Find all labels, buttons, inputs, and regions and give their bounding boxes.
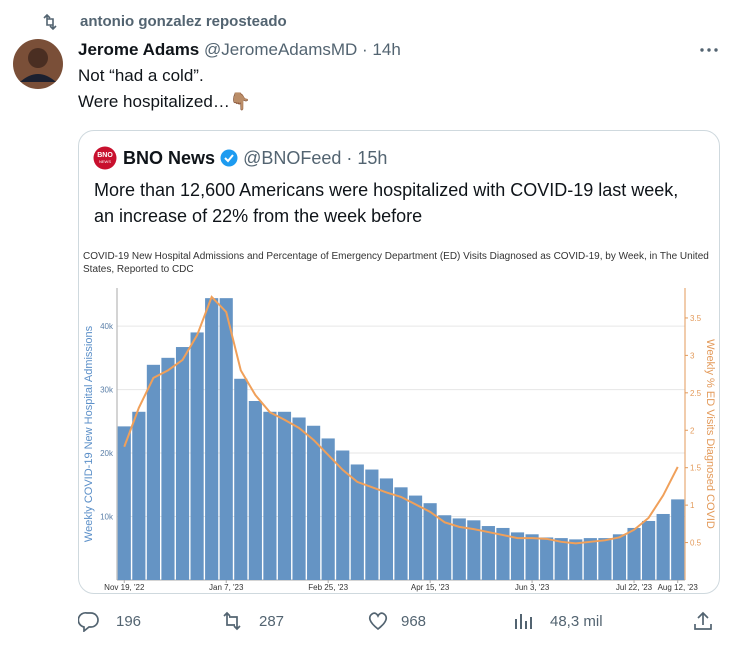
quote-card[interactable] (78, 130, 720, 594)
y-tick-label: 40k (100, 322, 114, 331)
bar (394, 487, 408, 580)
bar (612, 534, 627, 580)
logo-text: BNO (97, 152, 113, 159)
bar (117, 426, 131, 580)
y-axis-label: Weekly COVID-19 New Hospital Admissions (83, 325, 95, 542)
bar (510, 532, 525, 580)
x-tick-label: Apr 15, '23 (411, 583, 450, 592)
y2-tick-label: 1 (690, 501, 695, 510)
bar (175, 347, 190, 580)
quote-handle: @BNOFeed (243, 148, 342, 168)
x-tick-label: Jul 22, '23 (616, 583, 653, 592)
repost-count[interactable]: 287 (259, 613, 285, 630)
bar (277, 411, 292, 580)
bar (671, 499, 685, 580)
bar (161, 357, 175, 580)
avatar[interactable] (12, 38, 64, 90)
like-count[interactable]: 968 (401, 613, 427, 630)
y-tick-label: 30k (100, 386, 114, 395)
views-count[interactable]: 48,3 mil (550, 613, 603, 630)
bar (452, 518, 466, 580)
views-icon[interactable] (513, 611, 533, 631)
repost-icon (43, 13, 57, 31)
time[interactable]: · 14h (362, 40, 401, 59)
x-tick-label: Jan 7, '23 (209, 583, 244, 592)
repost-label: antonio gonzalez reposteado (80, 13, 287, 30)
bar (307, 425, 321, 580)
bar (627, 527, 641, 580)
bar (263, 411, 277, 580)
bar (569, 539, 583, 580)
bar (525, 534, 539, 580)
y-tick-label: 20k (100, 449, 114, 458)
y2-tick-label: 0.5 (690, 539, 702, 548)
bar (234, 378, 248, 580)
x-tick-label: Aug 12, '23 (658, 583, 699, 592)
bar (132, 411, 146, 580)
tweet-line: Were hospitalized…👇🏽 (78, 92, 251, 111)
chart-title: COVID-19 New Hospital Admissions and Per… (83, 251, 709, 275)
quote-time: · 15h (346, 148, 388, 168)
bar (496, 527, 510, 580)
quote-header: BNO News @BNOFeed · 15h (123, 148, 387, 169)
bar (554, 538, 568, 580)
verified-badge (220, 149, 238, 167)
bar (379, 478, 394, 580)
x-tick-label: Jun 3, '23 (515, 583, 550, 592)
x-tick-label: Feb 25, '23 (308, 583, 348, 592)
more-button[interactable] (698, 42, 720, 58)
bar (321, 438, 335, 580)
tweet-header: Jerome Adams @JeromeAdamsMD · 14h (78, 40, 401, 60)
bar (292, 417, 306, 580)
quote-text: More than 12,600 Americans were hospital… (94, 180, 679, 226)
bar (481, 526, 495, 580)
author[interactable]: Jerome Adams (78, 40, 200, 59)
bar (423, 503, 437, 580)
y2-tick-label: 2 (690, 426, 695, 435)
bar (146, 364, 160, 580)
repost-button[interactable] (220, 610, 244, 632)
y2-tick-label: 3 (690, 351, 695, 360)
share-icon[interactable] (692, 610, 714, 632)
handle[interactable]: @JeromeAdamsMD (204, 40, 358, 59)
bar (350, 464, 364, 580)
y-tick-label: 10k (100, 513, 114, 522)
bar (248, 400, 262, 580)
x-tick-label: Nov 19, '22 (104, 583, 145, 592)
y2-tick-label: 3.5 (690, 314, 702, 323)
y2-tick-label: 2.5 (690, 389, 702, 398)
bar (336, 450, 350, 580)
y2-axis-label: Weekly % ED Visits Diagnosed COVID (704, 339, 716, 529)
bar (219, 298, 233, 580)
bar (408, 495, 423, 580)
bar (583, 538, 597, 580)
bar (540, 537, 554, 580)
y2-tick-label: 1.5 (690, 464, 702, 473)
bar (642, 520, 656, 580)
bar (598, 538, 612, 580)
quote-author: BNO News (123, 148, 216, 168)
chart: 10k 20k 30k 40k 0.5 1 1.5 2 2.5 3 3.5 Nov 19, '22 Ja… (83, 288, 716, 592)
line (123, 295, 679, 545)
tweet-line: Not “had a cold”. (78, 66, 204, 85)
bar (438, 515, 452, 580)
bar (205, 298, 219, 580)
like-icon[interactable] (367, 611, 389, 631)
logo-text: NEWS (99, 159, 111, 164)
bar (365, 469, 379, 580)
reply-count[interactable]: 196 (116, 613, 142, 630)
bar (656, 513, 670, 580)
bar (467, 520, 481, 580)
action-bar: 196 287 968 48,3 mil (78, 608, 718, 636)
reply-icon[interactable] (78, 610, 100, 632)
bar (190, 332, 204, 580)
